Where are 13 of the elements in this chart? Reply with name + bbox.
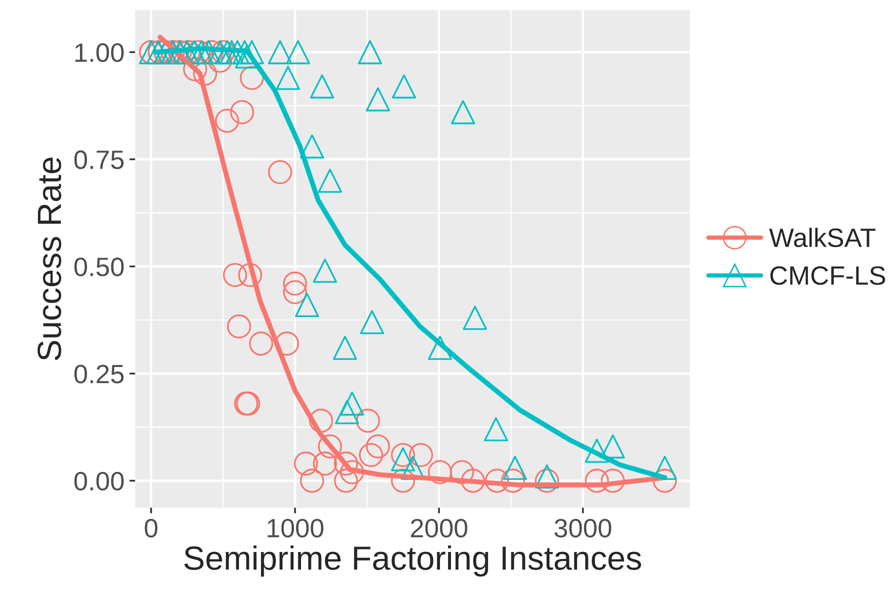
x-tick-label: 0: [144, 518, 158, 538]
legend-label: WalkSAT: [769, 228, 876, 248]
x-tick-label: 2000: [410, 518, 468, 538]
x-tick-label: 3000: [554, 518, 612, 538]
legend-label: CMCF-LS: [770, 266, 886, 285]
y-tick-label: 0.00: [74, 472, 124, 491]
x-tick-label: 1000: [268, 518, 324, 538]
y-tick-label: 0.75: [74, 150, 124, 170]
y-tick-label: 0.25: [74, 364, 124, 384]
y-tick-label: 1.00: [75, 43, 124, 62]
x-axis-title: Semiprime Factoring Instances: [184, 545, 642, 577]
y-tick-label: 0.50: [74, 258, 124, 276]
y-axis-title: Success Rate: [38, 158, 62, 360]
